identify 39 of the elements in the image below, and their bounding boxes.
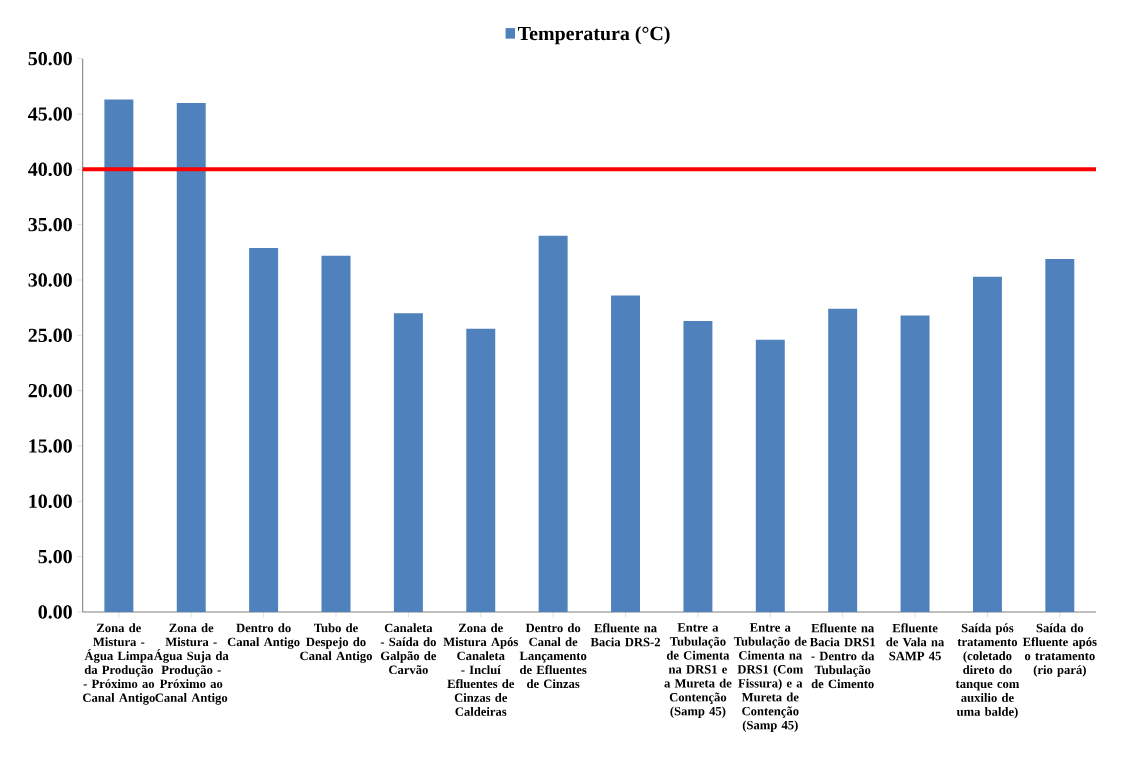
- y-tick-label: 45.00: [28, 107, 72, 121]
- legend-label: Temperatura (°C): [517, 26, 670, 45]
- bar: [176, 102, 206, 612]
- bar: [249, 247, 279, 612]
- y-tick-label: 20.00: [28, 383, 72, 398]
- x-tick-label: Zona de Mistura Após Canaleta - Incluí Efluentes de Cinzas de Caldeiras: [443, 623, 518, 716]
- bar: [104, 99, 134, 612]
- x-tick-label: Saída do Efluente após o tratamento (rio pará): [1022, 623, 1097, 677]
- y-tick-label: 25.00: [28, 328, 72, 343]
- y-tick-label: 30.00: [28, 273, 72, 287]
- x-tick-label: Tubo de Despejo do Canal Antigo: [300, 623, 372, 663]
- bar: [321, 255, 351, 612]
- bar: [538, 235, 568, 612]
- bar: [755, 339, 785, 612]
- x-tick-label: Efluente na Bacia DRS-2: [590, 623, 661, 647]
- bar: [972, 276, 1002, 612]
- bar: [900, 315, 930, 612]
- y-tick-label: 50.00: [28, 51, 72, 66]
- x-tick-label: Canaleta - Saída do Galpão de Carvão: [380, 623, 437, 675]
- x-tick-label: Saída pós tratamento (coletado direto do tanque com auxilio de uma balde): [955, 623, 1020, 719]
- y-tick-label: 5.00: [38, 549, 72, 564]
- y-tick-label: 0.00: [38, 605, 72, 619]
- y-tick-label: 40.00: [28, 162, 72, 177]
- x-tick-label: Zona de Mistura - Água Suja da Produção - Próximo ao Canal Antigo: [153, 623, 229, 705]
- y-tick-label: 10.00: [29, 494, 72, 509]
- x-tick-label: Efluente de Vala na SAMP 45: [886, 623, 945, 661]
- bar: [611, 295, 641, 612]
- bar: [828, 308, 858, 612]
- y-tick-label: 35.00: [28, 217, 72, 232]
- bar: [1045, 258, 1075, 612]
- x-tick-label: Efluente na Bacia DRS1 - Dentro da Tubulação de Cimento: [809, 623, 875, 689]
- x-tick-label: Entre a Tubulação de Cimenta na DRS1 (Com Fissura) e a Mureta de Contenção (Samp 45): [733, 623, 807, 732]
- bar: [683, 320, 713, 612]
- y-tick-label: 15.00: [29, 439, 72, 453]
- x-tick-label: Dentro do Canal de Lançamento de Efluentes de Cinzas: [519, 623, 587, 689]
- bar: [393, 313, 423, 612]
- x-tick-label: Dentro do Canal Antigo: [227, 623, 300, 649]
- x-tick-label: Entre a Tubulação de Cimenta na DRS1 e a Mureta de Contenção (Samp 45): [664, 623, 732, 718]
- bar: [466, 328, 496, 612]
